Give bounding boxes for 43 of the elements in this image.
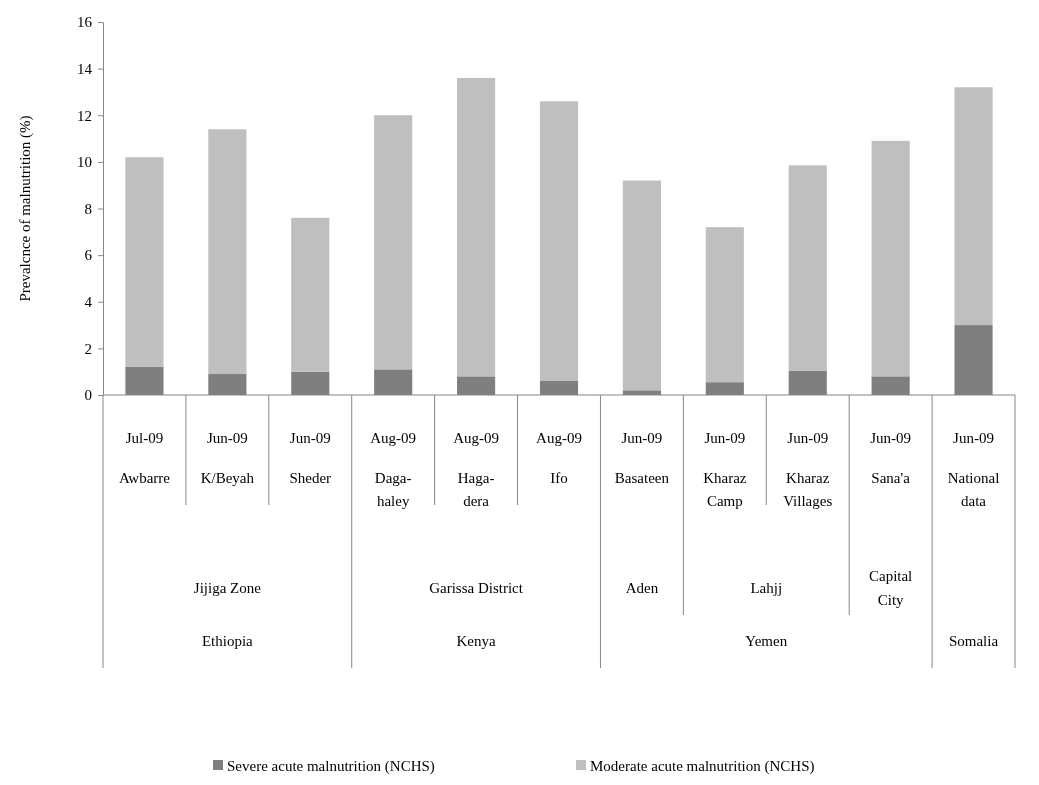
y-tick-label: 8 <box>84 200 92 217</box>
text: Kenya <box>456 633 496 649</box>
bar <box>871 140 910 377</box>
bar <box>125 157 164 368</box>
bar <box>705 227 744 383</box>
bar <box>954 87 993 326</box>
y-tick-label: 10 <box>77 154 92 171</box>
bar <box>457 77 496 377</box>
legend-label: Moderate acute malnutrition (NCHS) <box>590 758 815 775</box>
bar <box>208 129 247 375</box>
bar <box>291 217 330 372</box>
text: Garissa District <box>429 580 524 596</box>
y-tick-label: 2 <box>84 340 92 357</box>
category-label: Jun-09 Sana'a <box>870 430 912 486</box>
text: Jijiga Zone <box>193 580 262 596</box>
text: Yemen <box>745 633 788 649</box>
category-label: Jun-09 Sheder <box>289 430 332 486</box>
y-tick-label: 6 <box>84 247 93 264</box>
category-label: Jun-09 National data <box>947 430 1000 509</box>
category-label: Aug-09 Haga- dera <box>453 430 499 509</box>
category-label: Jun-09 Kharaz Villages <box>783 430 833 509</box>
y-tick-label: 0 <box>84 387 92 404</box>
legend-label: Severe acute malnutrition (NCHS) <box>227 758 435 775</box>
category-label: Aug-09 Daga- haley <box>370 430 417 509</box>
bar <box>539 101 579 382</box>
y-tick-label: 4 <box>84 294 93 311</box>
category-label: Aug-09 Ifo <box>536 430 582 486</box>
bar <box>788 165 827 371</box>
text: Capital City <box>868 568 913 608</box>
bar <box>374 115 413 370</box>
y-tick-label: 16 <box>77 14 93 31</box>
bar <box>622 180 661 391</box>
text: Ethiopia <box>201 633 254 649</box>
category-label: Jul-09 Awbarre <box>118 430 170 486</box>
y-tick-label: 14 <box>77 60 93 77</box>
text: Somalia <box>948 633 999 649</box>
category-label: Jun-09 K/Beyah <box>200 430 255 486</box>
y-axis-title: Prevalcnce of malnutrition (%) <box>17 115 34 302</box>
category-label: Jun-09 Kharaz Camp <box>703 430 747 509</box>
text: Lahjj <box>750 580 783 596</box>
text: Aden <box>625 580 659 596</box>
y-tick-label: 12 <box>77 107 92 124</box>
category-label: Jun-09 Basateen <box>614 430 669 486</box>
